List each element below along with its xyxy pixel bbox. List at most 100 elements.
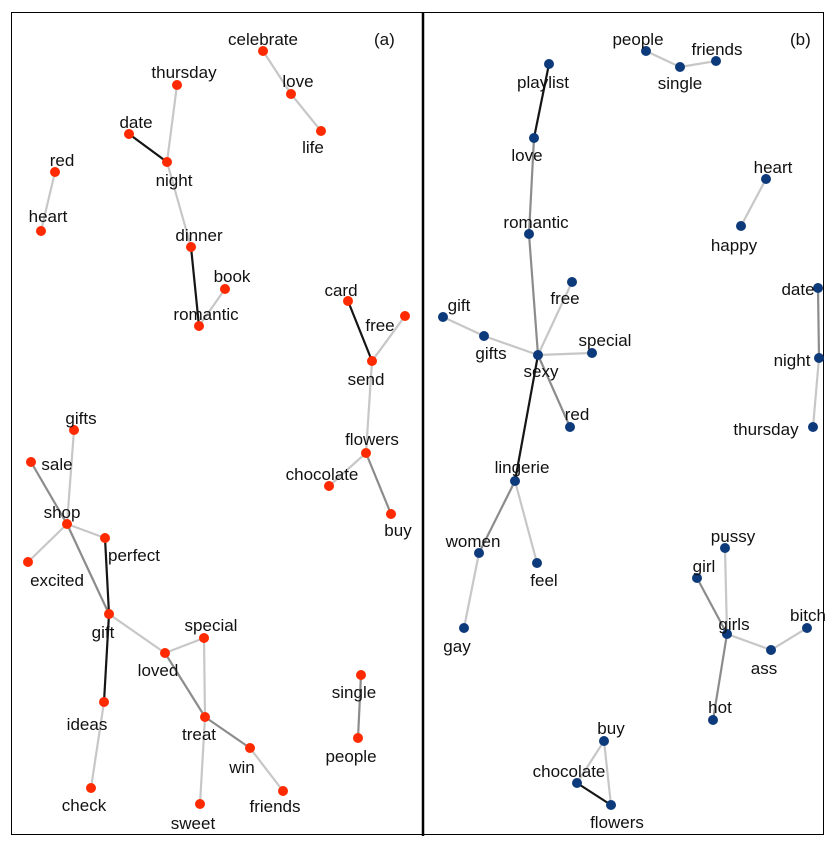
node-b-romantic: [524, 229, 534, 239]
node-label-a-shop: shop: [44, 503, 81, 522]
node-label-a-excited: excited: [30, 571, 84, 590]
node-label-b-gay: gay: [443, 637, 471, 656]
node-label-a-thursday: thursday: [151, 63, 217, 82]
node-a-excited: [23, 557, 33, 567]
panel-a: celebrate love life thursday date night red hea…: [23, 30, 412, 833]
node-label-b-playlist: playlist: [517, 73, 569, 92]
node-label-b-bitch: bitch: [790, 606, 825, 625]
node-a-gifts: [69, 425, 79, 435]
node-label-b-romantic: romantic: [503, 213, 569, 232]
edge-a-flowers-buy: [364, 452, 393, 515]
node-a-romantic: [194, 321, 204, 331]
figure-frame: [11, 12, 824, 835]
edge-a-single-people: [356, 674, 363, 739]
edge-b-romantic-sexy: [527, 233, 540, 356]
node-a-heart: [36, 226, 46, 236]
node-a-send: [367, 356, 377, 366]
edge-b-special-sexy: [537, 351, 593, 357]
edge-b-gifts-sexy: [483, 334, 539, 357]
node-label-b-lingerie: lingerie: [495, 458, 550, 477]
edge-a-treat-win: [204, 716, 251, 749]
node-label-a-celebrate: celebrate: [228, 30, 298, 49]
node-label-b-red: red: [565, 405, 590, 424]
node-label-a-night: night: [156, 171, 193, 190]
node-label-a-date: date: [119, 113, 152, 132]
node-a-special: [199, 633, 209, 643]
node-b-gifts: [479, 331, 489, 341]
node-label-b-buy: buy: [597, 719, 625, 738]
edge-b-buy-chocolate: [576, 740, 605, 784]
edge-a-gift-loved: [108, 613, 166, 654]
node-b-playlist: [544, 59, 554, 69]
node-label-a-card: card: [324, 281, 357, 300]
node-a-life: [316, 126, 326, 136]
panel-a-label: (a): [374, 30, 395, 49]
node-b-buy: [599, 736, 609, 746]
node-b-single: [675, 62, 685, 72]
node-label-a-single: single: [332, 683, 376, 702]
node-label-a-chocolate: chocolate: [286, 465, 359, 484]
node-label-a-heart: heart: [29, 207, 68, 226]
edge-a-sale-shop: [30, 461, 68, 525]
node-a-red: [50, 167, 60, 177]
node-label-a-perfect: perfect: [108, 546, 160, 565]
node-a-card: [343, 296, 353, 306]
node-label-b-happy: happy: [711, 236, 758, 255]
node-b-flowers: [606, 800, 616, 810]
node-label-a-red: red: [50, 151, 75, 170]
edge-a-night-dinner: [165, 161, 193, 248]
node-label-a-sweet: sweet: [171, 814, 216, 833]
node-label-b-thursday: thursday: [733, 420, 799, 439]
node-a-check: [86, 783, 96, 793]
node-label-a-romantic: romantic: [173, 305, 239, 324]
node-b-night: [814, 353, 824, 363]
node-a-perfect: [100, 533, 110, 543]
edge-a-shop-excited: [27, 523, 68, 563]
node-b-thursday: [808, 422, 818, 432]
node-b-hot: [708, 715, 718, 725]
node-b-bitch: [802, 623, 812, 633]
node-a-ideas: [99, 697, 109, 707]
panel-b: people single friends playlist love heart happ…: [438, 30, 825, 832]
edge-a-free-send: [371, 315, 406, 362]
node-a-friends: [278, 786, 288, 796]
node-b-special: [587, 348, 597, 358]
node-b-women: [474, 548, 484, 558]
edge-b-playlist-love: [532, 63, 551, 139]
node-label-b-hot: hot: [708, 698, 732, 717]
edge-b-women-gay: [462, 552, 481, 629]
node-b-people: [641, 46, 651, 56]
node-label-b-chocolate: chocolate: [533, 762, 606, 781]
edge-a-send-flowers: [364, 360, 374, 454]
panel-b-nodes: [438, 46, 824, 810]
node-a-thursday: [172, 80, 182, 90]
node-label-a-love: love: [282, 72, 313, 91]
node-a-flowers: [361, 448, 371, 458]
node-label-a-buy: buy: [384, 521, 412, 540]
edge-b-single-friends: [679, 59, 717, 69]
panel-b-label: (b): [790, 30, 811, 49]
edge-a-gifts-shop: [65, 429, 76, 525]
node-label-b-girl: girl: [693, 557, 716, 576]
node-a-sale: [26, 457, 36, 467]
node-a-celebrate: [258, 46, 268, 56]
node-a-gift: [104, 609, 114, 619]
node-b-date: [813, 283, 823, 293]
node-label-b-love: love: [511, 146, 542, 165]
edge-b-love-romantic: [527, 137, 536, 235]
edge-b-people-single: [645, 50, 681, 68]
panel-a-nodes: [23, 46, 410, 809]
node-b-feel: [532, 558, 542, 568]
node-a-book: [220, 284, 230, 294]
node-label-b-friends: friends: [691, 40, 742, 59]
node-b-gay: [459, 623, 469, 633]
edge-b-buy-flowers: [602, 740, 613, 806]
node-b-happy: [736, 221, 746, 231]
node-label-b-women: women: [445, 532, 501, 551]
edge-a-thursday-night: [165, 84, 179, 163]
node-b-girls: [722, 629, 732, 639]
node-label-a-check: check: [62, 796, 107, 815]
node-label-a-free: free: [365, 316, 394, 335]
node-a-love: [286, 89, 296, 99]
